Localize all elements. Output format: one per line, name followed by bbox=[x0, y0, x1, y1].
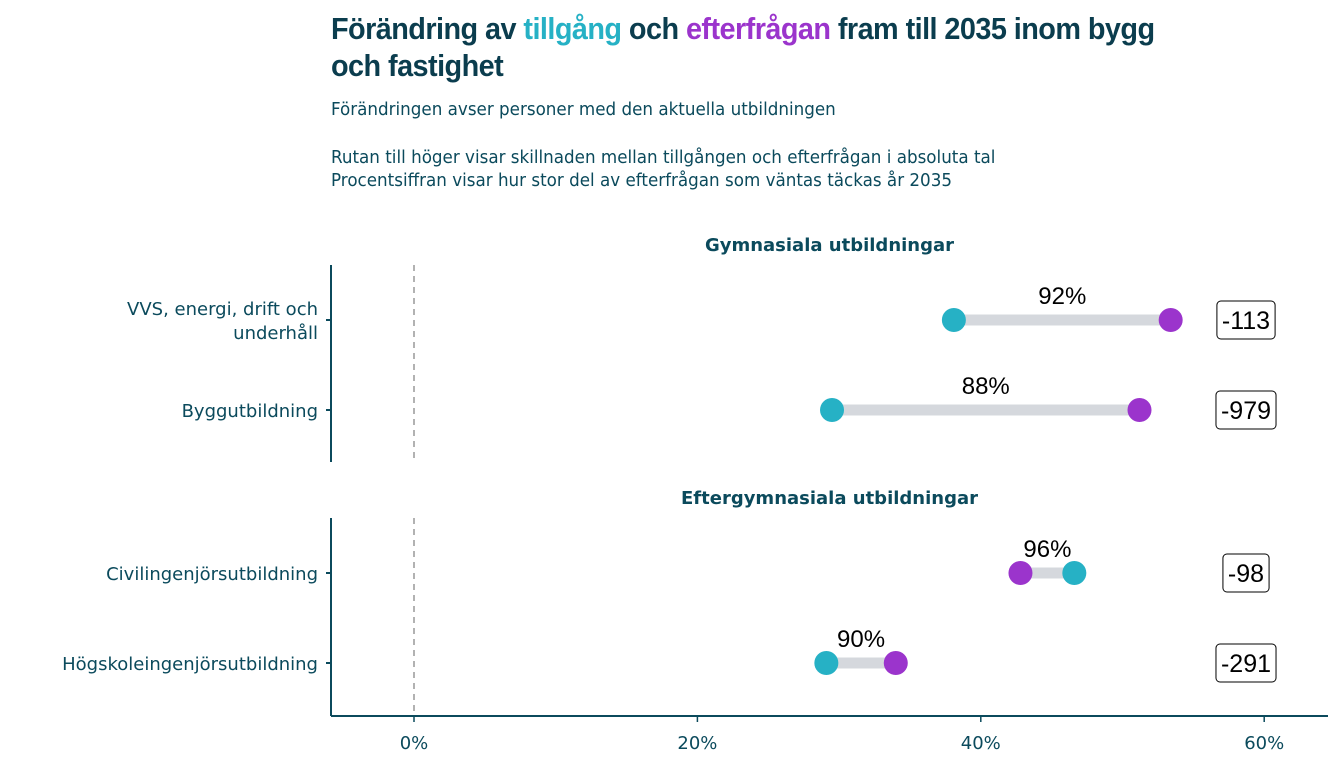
facet-title: Eftergymnasiala utbildningar bbox=[681, 488, 978, 509]
demand-dot bbox=[1158, 308, 1183, 332]
x-axis: 0% 20% 40% 60% bbox=[331, 715, 1328, 754]
title-part-2: och bbox=[621, 11, 686, 46]
facet-2: Eftergymnasiala utbildningar Civilingenjö… bbox=[62, 488, 1277, 716]
supply-dot bbox=[941, 308, 966, 332]
dumbbell-row: Civilingenjörsutbildning 96% -98 bbox=[106, 536, 1270, 593]
gap-label: -98 bbox=[1228, 560, 1264, 588]
supply-dot bbox=[1062, 561, 1087, 585]
supply-dot bbox=[814, 651, 839, 675]
demand-dot bbox=[1127, 398, 1152, 422]
coverage-label: 90% bbox=[837, 626, 885, 653]
subtitle-line-3: Procentsiffran visar hur stor del av eft… bbox=[331, 170, 953, 191]
gap-label-box bbox=[1216, 300, 1276, 340]
gap-label: -113 bbox=[1222, 307, 1270, 335]
dumbbell-row: Högskoleingenjörsutbildning 90% -291 bbox=[62, 626, 1277, 683]
supply-dot bbox=[820, 398, 845, 422]
x-tick-label: 40% bbox=[961, 733, 1001, 754]
gap-label-box bbox=[1215, 643, 1277, 683]
y-axis-label: Högskoleingenjörsutbildning bbox=[62, 654, 318, 675]
chart-title: Förändring av tillgång och efterfrågan f… bbox=[331, 10, 1168, 84]
gap-label-box bbox=[1222, 553, 1270, 593]
facet-1: Gymnasiala utbildningar VVS, energi, drif… bbox=[127, 235, 1277, 462]
title-part-1: Förändring av bbox=[331, 11, 524, 46]
y-axis-label: VVS, energi, drift och bbox=[127, 299, 318, 320]
subtitle-line-2: Rutan till höger visar skillnaden mellan… bbox=[331, 147, 996, 168]
coverage-label: 88% bbox=[962, 373, 1010, 400]
y-axis-label: Byggutbildning bbox=[182, 401, 318, 422]
demand-dot bbox=[1008, 561, 1033, 585]
title-supply-word: tillgång bbox=[523, 11, 622, 46]
title-demand-word: efterfrågan bbox=[685, 11, 831, 46]
x-tick-label: 0% bbox=[400, 733, 429, 754]
gap-label: -291 bbox=[1221, 650, 1271, 678]
y-axis-label: Civilingenjörsutbildning bbox=[106, 564, 318, 585]
gap-label-box bbox=[1215, 390, 1277, 430]
gap-label: -979 bbox=[1221, 397, 1271, 425]
x-tick-label: 60% bbox=[1244, 733, 1284, 754]
dumbbell-row: VVS, energi, drift och underhåll 92% -113 bbox=[127, 283, 1276, 344]
demand-dot bbox=[883, 651, 908, 675]
x-tick-label: 20% bbox=[677, 733, 717, 754]
coverage-label: 92% bbox=[1038, 283, 1086, 310]
dumbbell-row: Byggutbildning 88% -979 bbox=[182, 373, 1277, 430]
facet-title: Gymnasiala utbildningar bbox=[705, 235, 954, 256]
subtitle-line-1: Förändringen avser personer med den aktu… bbox=[331, 99, 836, 120]
coverage-label: 96% bbox=[1023, 536, 1071, 563]
y-axis-label: underhåll bbox=[233, 323, 318, 344]
title-part-3: fram till 2035 inom bygg och fastighet bbox=[331, 11, 1155, 83]
